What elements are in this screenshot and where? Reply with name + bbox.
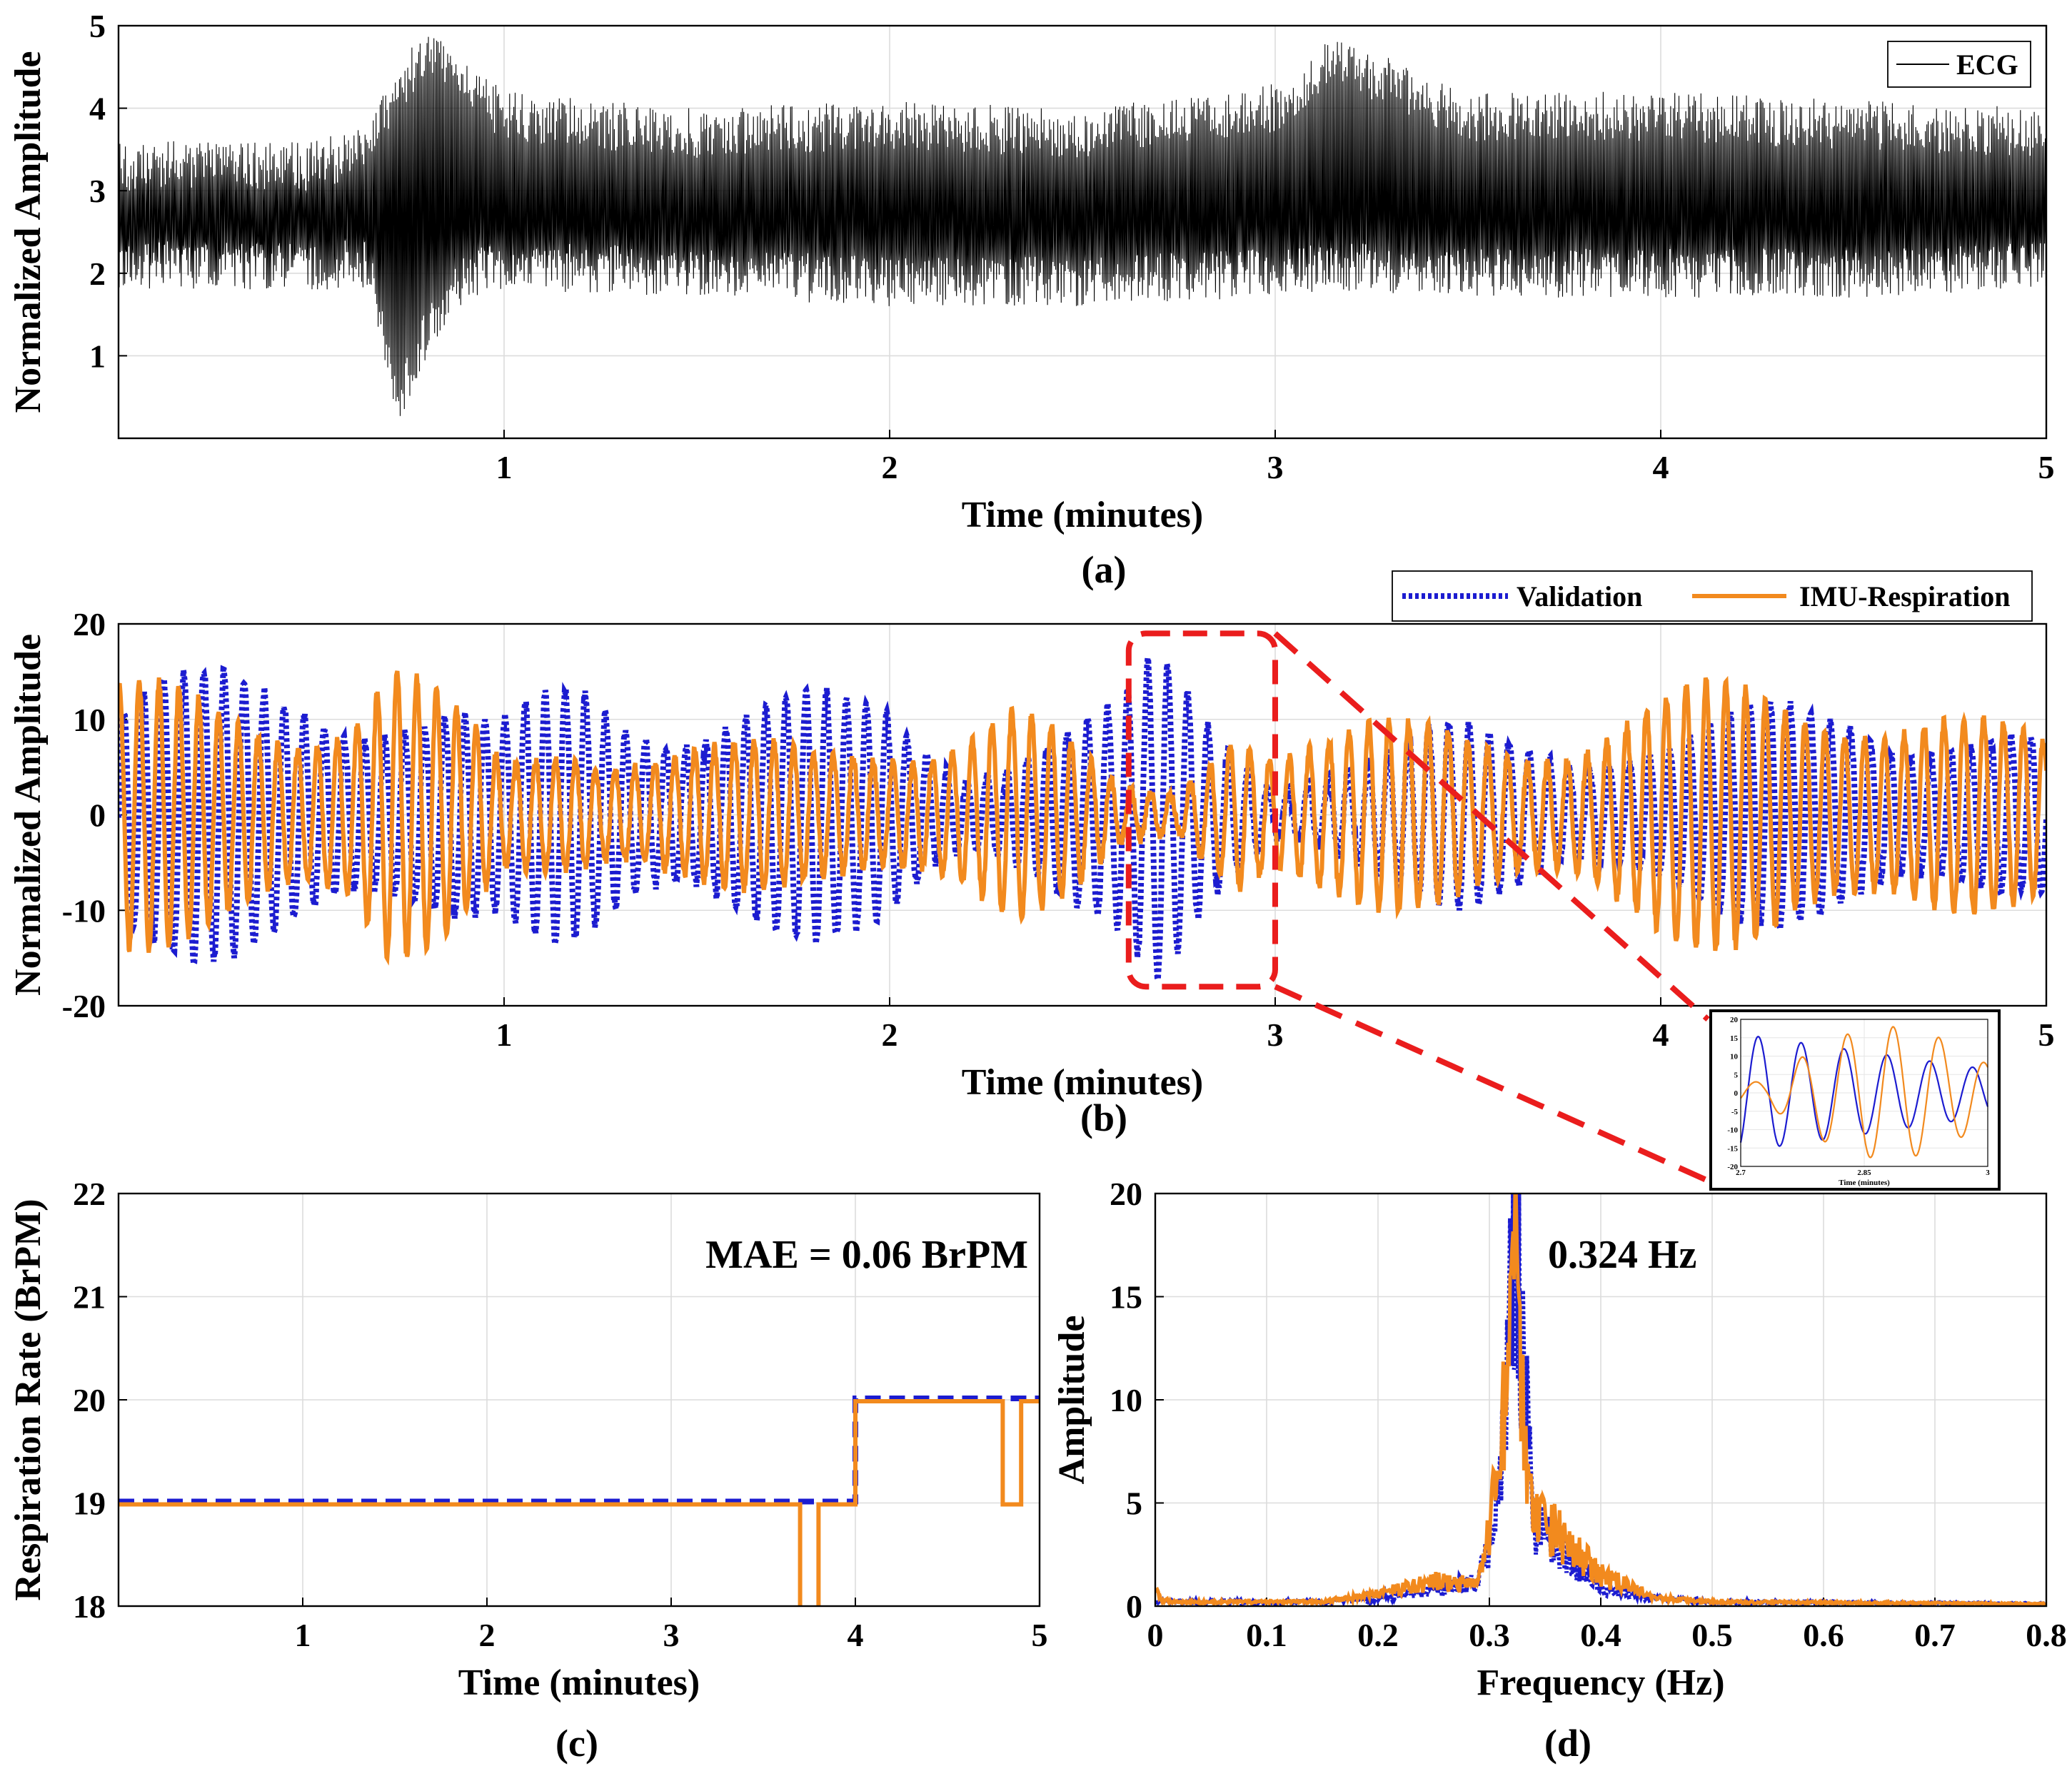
legend: ECG bbox=[1887, 41, 2031, 88]
inset-x-tick-label: 3 bbox=[1986, 1169, 1990, 1177]
inset-plot-frame bbox=[1740, 1019, 1988, 1167]
legend-label-validation: Validation bbox=[1517, 580, 1642, 612]
y-tick-label: 3 bbox=[89, 173, 106, 209]
x-axis-label: Time (minutes) bbox=[962, 1062, 1203, 1103]
zoom-inset: 20 15 10 5 0 -5 -10 -15 -202.7 2.85 3 Time (minutes… bbox=[1709, 1009, 2001, 1191]
x-tick-label: 3 bbox=[663, 1617, 680, 1653]
y-axis-label: Normalized Amplitude bbox=[8, 634, 49, 996]
y-tick-label: -10 bbox=[62, 892, 106, 929]
panel-label-a: (a) bbox=[1082, 548, 1127, 591]
inset-x-axis-label: Time (minutes) bbox=[1839, 1179, 1890, 1187]
y-tick-label: 18 bbox=[73, 1588, 106, 1625]
y-tick-label: 20 bbox=[1110, 1176, 1142, 1212]
validation-rate-step-line bbox=[119, 1396, 1040, 1505]
peak-frequency-annotation: 0.324 Hz bbox=[1548, 1233, 1696, 1277]
x-tick-label: 5 bbox=[1032, 1617, 1048, 1653]
x-tick-label: 4 bbox=[848, 1617, 864, 1653]
x-axis-label: Time (minutes) bbox=[458, 1663, 700, 1703]
plot-frame bbox=[117, 1192, 1041, 1608]
x-tick-label: 2 bbox=[882, 449, 898, 485]
y-tick-label: 20 bbox=[73, 1382, 106, 1418]
x-tick-label: 0.3 bbox=[1469, 1617, 1510, 1653]
legend: Validation IMU-Respiration bbox=[1392, 570, 2033, 622]
y-tick-label: 4 bbox=[89, 91, 106, 127]
inset-x-tick-label: 2.7 bbox=[1736, 1169, 1746, 1177]
imu-spectrum-line bbox=[1155, 1194, 2046, 1606]
y-tick-label: 20 bbox=[73, 606, 106, 642]
imu-respiration-series-line bbox=[119, 670, 2046, 966]
inset-y-tick-label: -20 bbox=[1727, 1163, 1738, 1171]
inset-x-tick-label: 2.85 bbox=[1857, 1169, 1871, 1177]
x-tick-label: 4 bbox=[1653, 1016, 1669, 1053]
zoom-connector-bottom bbox=[1274, 984, 1709, 1184]
y-tick-label: 21 bbox=[73, 1279, 106, 1316]
y-tick-label: 10 bbox=[1110, 1382, 1142, 1418]
inset-y-tick-label: -15 bbox=[1727, 1144, 1738, 1153]
panel-label-d: (d) bbox=[1544, 1722, 1591, 1765]
x-tick-label: 1 bbox=[295, 1617, 311, 1653]
panel-a-ecg-chart: 1 2 3 4 5 1 2 3 4 5 Time (minutes) Normalized Ampli… bbox=[8, 8, 2055, 591]
x-tick-label: 0.4 bbox=[1580, 1617, 1621, 1653]
x-tick-label: 0.7 bbox=[1914, 1617, 1956, 1653]
y-tick-label: 10 bbox=[73, 702, 106, 738]
imu-rate-step-line bbox=[119, 1399, 1040, 1606]
x-tick-label: 5 bbox=[2038, 449, 2055, 485]
x-tick-label: 0.8 bbox=[2026, 1617, 2067, 1653]
inset-y-tick-label: 20 bbox=[1730, 1016, 1739, 1024]
y-tick-label: 22 bbox=[73, 1176, 106, 1212]
y-tick-label: 5 bbox=[1126, 1485, 1142, 1522]
plot-frame bbox=[1154, 1192, 2048, 1608]
legend-label-imu: IMU-Respiration bbox=[1799, 580, 2011, 612]
validation-series-line bbox=[119, 657, 2046, 981]
inset-y-tick-label: -10 bbox=[1727, 1126, 1738, 1135]
y-tick-label: 2 bbox=[89, 256, 106, 292]
x-tick-label: 2 bbox=[479, 1617, 496, 1653]
x-tick-label: 4 bbox=[1653, 449, 1669, 485]
zoom-overlay: 20 15 10 5 0 -5 -10 -15 -202.7 2.85 3 Time (minutes… bbox=[1125, 630, 2001, 1191]
x-tick-label: 1 bbox=[496, 1016, 513, 1053]
y-tick-label: 0 bbox=[1126, 1588, 1142, 1625]
panel-label-b: (b) bbox=[1080, 1096, 1127, 1139]
y-tick-label: 0 bbox=[89, 797, 106, 834]
y-axis-label: Amplitude bbox=[1052, 1316, 1092, 1485]
y-tick-label: -20 bbox=[62, 988, 106, 1024]
inset-y-tick-label: -5 bbox=[1731, 1108, 1739, 1116]
x-axis-label: Time (minutes) bbox=[962, 495, 1203, 535]
x-tick-label: 0.5 bbox=[1691, 1617, 1733, 1653]
y-axis-label: Respiration Rate (BrPM) bbox=[8, 1199, 49, 1600]
inset-y-tick-label: 0 bbox=[1734, 1089, 1739, 1098]
y-tick-label: 19 bbox=[73, 1485, 106, 1522]
inset-y-tick-label: 5 bbox=[1734, 1071, 1739, 1079]
plot-frame bbox=[117, 622, 2048, 1007]
x-tick-label: 0.1 bbox=[1246, 1617, 1287, 1653]
y-tick-label: 15 bbox=[1110, 1279, 1142, 1316]
x-tick-label: 3 bbox=[1267, 449, 1284, 485]
zoom-region-box bbox=[1125, 630, 1279, 990]
x-axis-label: Frequency (Hz) bbox=[1477, 1663, 1724, 1703]
inset-imu-line bbox=[1740, 1026, 1988, 1159]
panel-c-rate-chart: 1 2 3 4 5 18 19 20 21 22 Time (minutes) Respiration… bbox=[8, 1176, 1048, 1765]
inset-y-tick-label: 15 bbox=[1730, 1034, 1739, 1043]
mae-annotation: MAE = 0.06 BrPM bbox=[705, 1233, 1028, 1277]
panel-b-respiration-chart: 1 2 3 4 5 -20 -10 0 10 20 Time (minutes) Normalized… bbox=[8, 570, 2055, 1139]
x-tick-label: 3 bbox=[1267, 1016, 1284, 1053]
inset-y-tick-label: 10 bbox=[1730, 1053, 1739, 1061]
x-tick-label: 1 bbox=[496, 449, 513, 485]
plot-frame bbox=[117, 24, 2048, 440]
ecg-series-line bbox=[119, 36, 2046, 416]
x-tick-label: 0.6 bbox=[1803, 1617, 1844, 1653]
x-tick-label: 2 bbox=[882, 1016, 898, 1053]
y-axis-label: Normalized Amplitude bbox=[8, 51, 49, 413]
panel-label-c: (c) bbox=[555, 1722, 598, 1765]
x-tick-label: 5 bbox=[2038, 1016, 2055, 1053]
legend-label-ecg: ECG bbox=[1956, 49, 2018, 81]
y-tick-label: 1 bbox=[89, 338, 106, 374]
panel-d-spectrum-chart: 0 0.1 0.2 0.3 0.4 0.5 0.6 0.7 0.8 0 5 10 15 20 Frequen… bbox=[1052, 1176, 2067, 1765]
x-tick-label: 0.2 bbox=[1357, 1617, 1399, 1653]
y-tick-label: 5 bbox=[89, 8, 106, 44]
x-tick-label: 0 bbox=[1147, 1617, 1164, 1653]
zoom-connector-top bbox=[1273, 631, 1710, 1021]
